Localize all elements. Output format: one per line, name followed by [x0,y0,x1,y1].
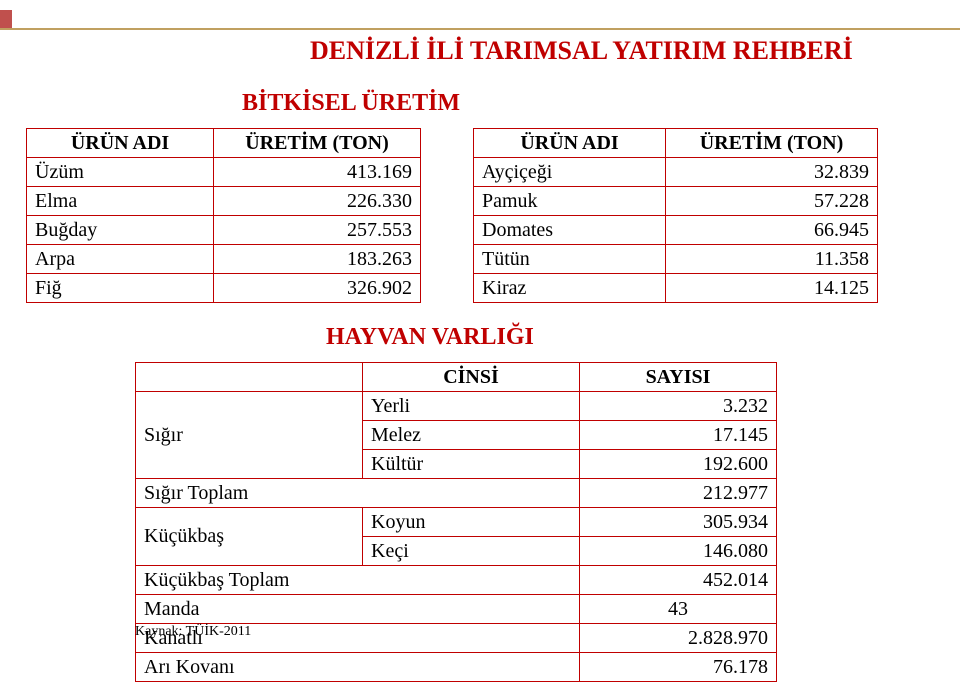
cell-ari-label: Arı Kovanı [136,653,580,682]
table-row: Küçükbaş Koyun 305.934 [136,508,777,537]
cell-total-label: Küçükbaş Toplam [136,566,580,595]
table-row: Elma226.330 [27,187,421,216]
header-divider [0,28,960,30]
table-row: Kiraz14.125 [474,274,878,303]
col-header-product: ÜRÜN ADI [27,129,214,158]
cell-manda-label: Manda [136,595,580,624]
cell-product: Üzüm [27,158,214,187]
cell-value: 32.839 [666,158,878,187]
cell-product: Kiraz [474,274,666,303]
cell-value: 413.169 [214,158,421,187]
cell-product: Tütün [474,245,666,274]
cell-type: Yerli [363,392,580,421]
cell-value: 43 [580,595,777,624]
table-row: Tütün11.358 [474,245,878,274]
table-row: Ayçiçeği32.839 [474,158,878,187]
table-row-total: Sığır Toplam 212.977 [136,479,777,508]
cell-value: 57.228 [666,187,878,216]
table-row: Fiğ326.902 [27,274,421,303]
col-header-production: ÜRETİM (TON) [666,129,878,158]
cell-value: 76.178 [580,653,777,682]
table-row: Buğday257.553 [27,216,421,245]
cell-group-sigir: Sığır [136,392,363,479]
cell-value: 2.828.970 [580,624,777,653]
crops-table-left: ÜRÜN ADI ÜRETİM (TON) Üzüm413.169 Elma22… [26,128,421,303]
page-title: DENİZLİ İLİ TARIMSAL YATIRIM REHBERİ [310,36,853,66]
cell-value: 11.358 [666,245,878,274]
cell-product: Elma [27,187,214,216]
cell-total-value: 212.977 [580,479,777,508]
table-row: Manda 43 [136,595,777,624]
cell-value: 17.145 [580,421,777,450]
col-header-type: CİNSİ [363,363,580,392]
table-row: Domates66.945 [474,216,878,245]
cell-product: Arpa [27,245,214,274]
col-header-count: SAYISI [580,363,777,392]
cell-value: 326.902 [214,274,421,303]
cell-type: Melez [363,421,580,450]
cell-type: Keçi [363,537,580,566]
cell-value: 146.080 [580,537,777,566]
table-row: Üzüm413.169 [27,158,421,187]
cell-product: Domates [474,216,666,245]
col-header-empty [136,363,363,392]
cell-total-label: Sığır Toplam [136,479,580,508]
table-row-total: Küçükbaş Toplam 452.014 [136,566,777,595]
cell-group-kucukbas: Küçükbaş [136,508,363,566]
table-row: Sığır Yerli 3.232 [136,392,777,421]
section-title-livestock: HAYVAN VARLIĞI [326,324,534,351]
cell-value: 3.232 [580,392,777,421]
cell-value: 66.945 [666,216,878,245]
crops-table-right: ÜRÜN ADI ÜRETİM (TON) Ayçiçeği32.839 Pam… [473,128,878,303]
cell-type: Kültür [363,450,580,479]
col-header-product: ÜRÜN ADI [474,129,666,158]
table-row: Pamuk57.228 [474,187,878,216]
cell-value: 305.934 [580,508,777,537]
cell-product: Fiğ [27,274,214,303]
table-row: Arpa183.263 [27,245,421,274]
cell-value: 14.125 [666,274,878,303]
cell-type: Koyun [363,508,580,537]
cell-value: 183.263 [214,245,421,274]
header-stripe [0,10,12,28]
cell-product: Buğday [27,216,214,245]
cell-value: 257.553 [214,216,421,245]
table-row: Arı Kovanı 76.178 [136,653,777,682]
cell-value: 192.600 [580,450,777,479]
cell-total-value: 452.014 [580,566,777,595]
cell-product: Ayçiçeği [474,158,666,187]
section-title-crops: BİTKİSEL ÜRETİM [242,90,460,117]
cell-product: Pamuk [474,187,666,216]
col-header-production: ÜRETİM (TON) [214,129,421,158]
cell-value: 226.330 [214,187,421,216]
source-note: Kaynak: TÜİK-2011 [135,624,251,640]
